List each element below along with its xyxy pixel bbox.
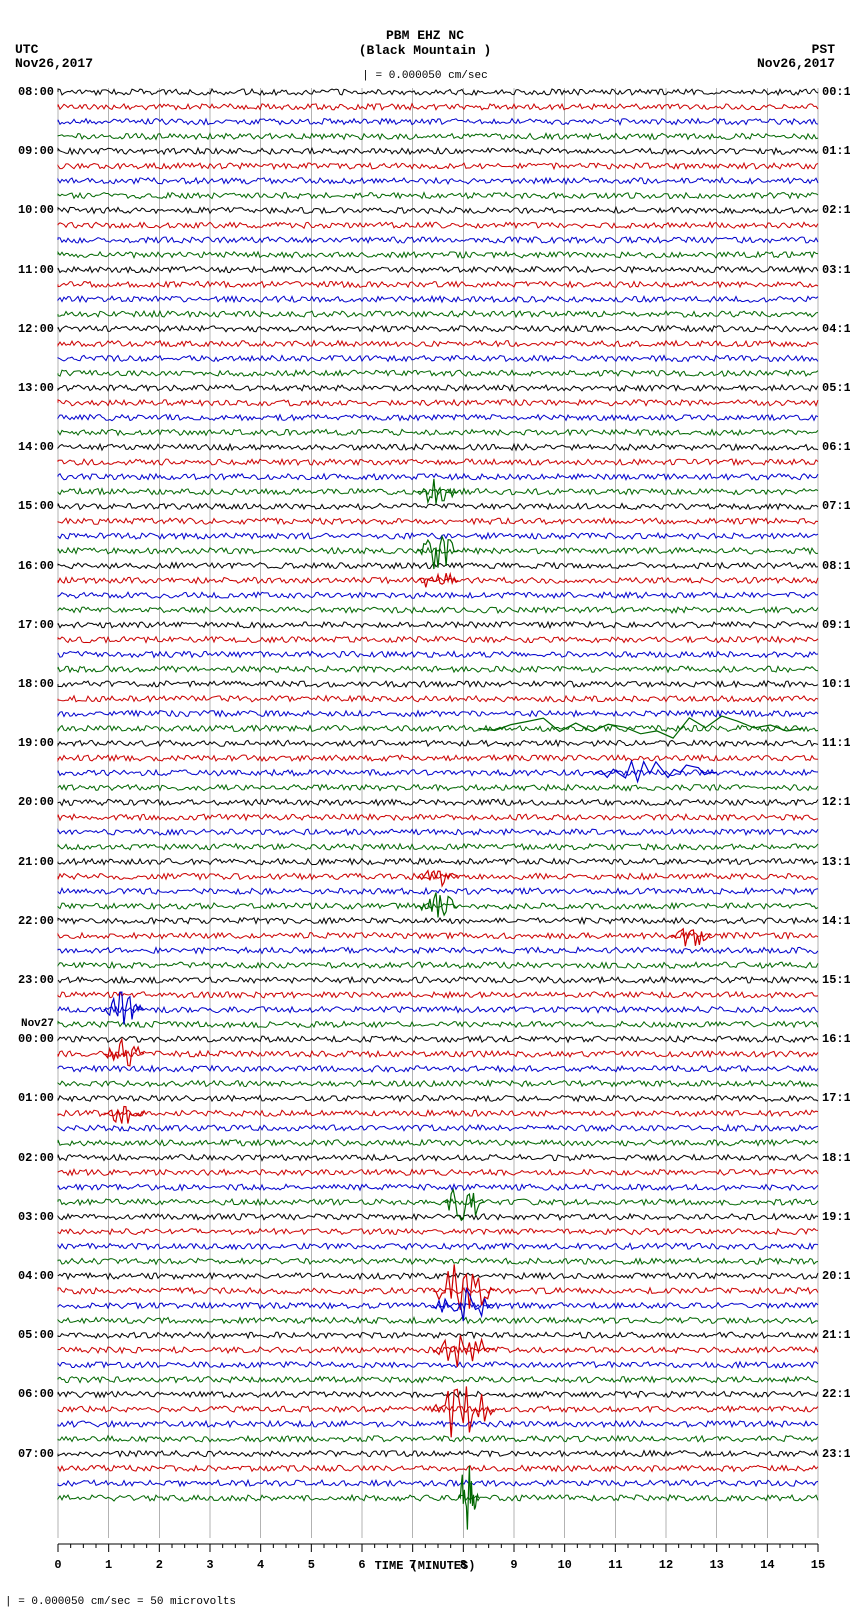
right-time-label: 19:15 (822, 1210, 850, 1224)
right-time-label: 16:15 (822, 1032, 850, 1046)
right-time-label: 15:15 (822, 973, 850, 987)
right-time-label: 21:15 (822, 1328, 850, 1342)
seismogram-container: PBM EHZ NC (Black Mountain ) UTC PST Nov… (0, 0, 850, 1613)
x-tick-label: 10 (557, 1558, 571, 1572)
right-time-label: 23:15 (822, 1447, 850, 1461)
x-tick-label: 11 (608, 1558, 622, 1572)
right-time-label: 06:15 (822, 440, 850, 454)
x-tick-label: 12 (659, 1558, 673, 1572)
right-time-label: 10:15 (822, 677, 850, 691)
left-time-label: 12:00 (18, 322, 54, 336)
right-time-label: 11:15 (822, 736, 850, 750)
left-time-label: 02:00 (18, 1151, 54, 1165)
timezone-left: UTC (15, 42, 38, 57)
scale-note: | = 0.000050 cm/sec (362, 70, 487, 82)
station-name: (Black Mountain ) (0, 43, 850, 58)
station-code: PBM EHZ NC (0, 28, 850, 43)
right-time-label: 12:15 (822, 795, 850, 809)
x-tick-label: 13 (709, 1558, 723, 1572)
left-time-label: 10:00 (18, 203, 54, 217)
left-time-label: 01:00 (18, 1091, 54, 1105)
right-time-label: 18:15 (822, 1151, 850, 1165)
left-time-label: 07:00 (18, 1447, 54, 1461)
left-time-label: 00:00 (18, 1032, 54, 1046)
timezone-right: PST (812, 42, 835, 57)
right-time-label: 20:15 (822, 1269, 850, 1283)
left-time-label: 19:00 (18, 736, 54, 750)
right-time-label: 03:15 (822, 263, 850, 277)
right-time-label: 13:15 (822, 855, 850, 869)
right-time-label: 01:15 (822, 144, 850, 158)
left-time-label: 08:00 (18, 85, 54, 99)
left-time-label: 21:00 (18, 855, 54, 869)
right-time-label: 09:15 (822, 618, 850, 632)
right-time-label: 07:15 (822, 499, 850, 513)
left-time-label: 09:00 (18, 144, 54, 158)
right-time-label: 08:15 (822, 559, 850, 573)
left-time-label: 20:00 (18, 795, 54, 809)
right-time-label: 22:15 (822, 1387, 850, 1401)
right-time-label: 04:15 (822, 322, 850, 336)
right-time-label: 05:15 (822, 381, 850, 395)
left-time-label: 18:00 (18, 677, 54, 691)
x-tick-label: 15 (811, 1558, 825, 1572)
left-time-label: 03:00 (18, 1210, 54, 1224)
right-time-label: 17:15 (822, 1091, 850, 1105)
left-time-label: 17:00 (18, 618, 54, 632)
x-axis-label: TIME (MINUTES) (375, 1559, 476, 1573)
x-tick-label: 6 (358, 1558, 365, 1572)
x-tick-label: 5 (308, 1558, 315, 1572)
right-time-label: 02:15 (822, 203, 850, 217)
left-time-label: 11:00 (18, 263, 54, 277)
left-time-label: 15:00 (18, 499, 54, 513)
left-time-label: 23:00 (18, 973, 54, 987)
left-time-label: 22:00 (18, 914, 54, 928)
date-left: Nov26,2017 (15, 56, 93, 71)
date-right: Nov26,2017 (757, 56, 835, 71)
footer-note: | = 0.000050 cm/sec = 50 microvolts (5, 1596, 236, 1608)
left-time-label: 05:00 (18, 1328, 54, 1342)
header: PBM EHZ NC (Black Mountain ) (0, 0, 850, 58)
seismogram-plot: 08:0009:0010:0011:0012:0013:0014:0015:00… (58, 88, 818, 1538)
x-tick-label: 3 (206, 1558, 213, 1572)
x-tick-label: 9 (510, 1558, 517, 1572)
right-time-label: 00:15 (822, 85, 850, 99)
right-time-label: 14:15 (822, 914, 850, 928)
left-time-label: 13:00 (18, 381, 54, 395)
x-tick-label: 1 (105, 1558, 112, 1572)
x-tick-label: 2 (156, 1558, 163, 1572)
x-tick-label: 0 (54, 1558, 61, 1572)
day-change-label: Nov27 (21, 1018, 54, 1030)
left-time-label: 16:00 (18, 559, 54, 573)
x-tick-label: 14 (760, 1558, 774, 1572)
left-time-label: 06:00 (18, 1387, 54, 1401)
left-time-label: 14:00 (18, 440, 54, 454)
left-time-label: 04:00 (18, 1269, 54, 1283)
x-tick-label: 4 (257, 1558, 264, 1572)
